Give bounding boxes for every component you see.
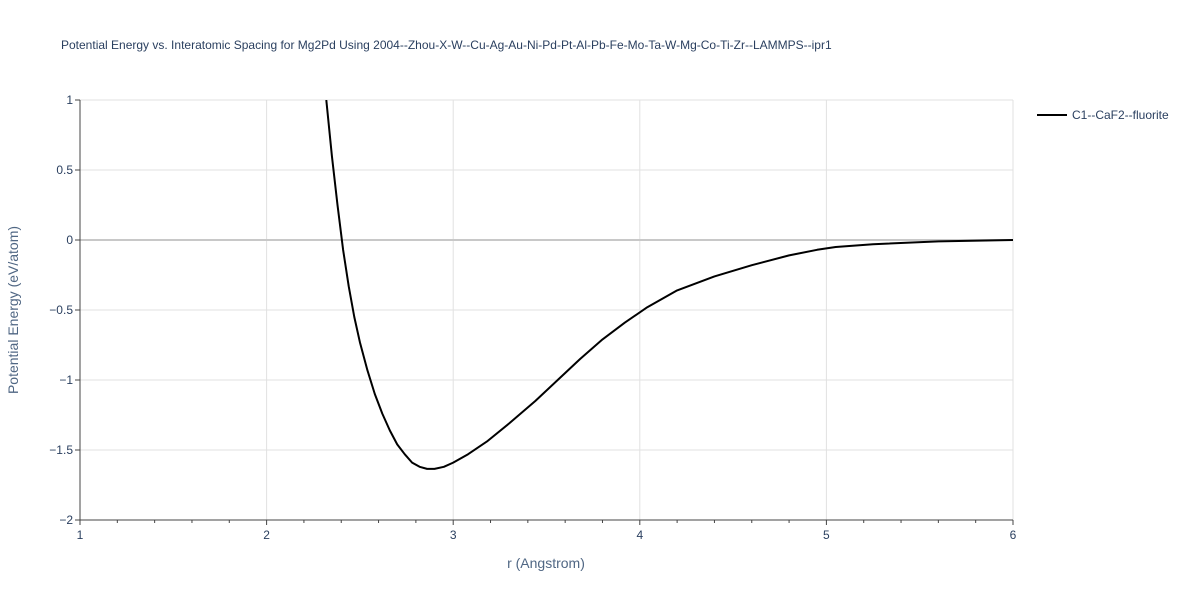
x-tick-label: 3 <box>450 528 457 542</box>
y-tick-label: −2 <box>59 513 73 527</box>
x-axis-title: r (Angstrom) <box>507 555 585 571</box>
grid-layer <box>80 99 1014 520</box>
legend[interactable]: C1--CaF2--fluorite <box>1037 108 1169 122</box>
x-tick-label: 5 <box>823 528 830 542</box>
x-tick-label: 2 <box>263 528 270 542</box>
x-tick-label: 6 <box>1010 528 1017 542</box>
y-tick-label: −1 <box>59 373 73 387</box>
series-line-0[interactable] <box>325 100 1013 470</box>
y-tick-label: −0.5 <box>49 303 73 317</box>
y-tick-label: 0 <box>66 233 73 247</box>
x-tick-label: 4 <box>636 528 643 542</box>
y-tick-label: 1 <box>66 93 73 107</box>
chart-title: Potential Energy vs. Interatomic Spacing… <box>61 38 832 52</box>
x-tick-label: 1 <box>77 528 84 542</box>
y-tick-label: 0.5 <box>56 163 73 177</box>
legend-label: C1--CaF2--fluorite <box>1072 108 1169 122</box>
y-axis-title: Potential Energy (eV/atom) <box>5 226 21 394</box>
label-layer: 1 2 3 4 5 6 1 0.5 0 −0.5 −1 −1.5 −2 <box>49 93 1016 542</box>
axis-layer <box>75 99 1014 525</box>
series-layer <box>325 100 1013 470</box>
y-tick-label: −1.5 <box>49 443 73 457</box>
